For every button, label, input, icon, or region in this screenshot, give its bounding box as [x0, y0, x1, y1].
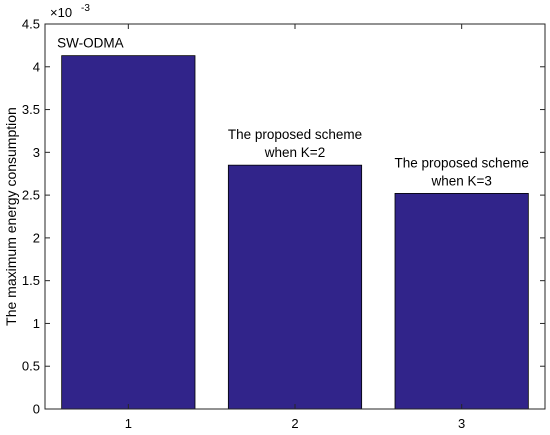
- y-tick-label: 1: [33, 316, 40, 331]
- y-tick-label: 2.5: [22, 188, 40, 203]
- bar-annotations: SW-ODMA The proposed scheme when K=2 The pr…: [57, 36, 529, 189]
- bar-annotation-line: when K=2: [264, 145, 325, 160]
- y-tick-label: 3.5: [22, 102, 40, 117]
- y-tick-label: 2: [33, 230, 40, 245]
- y-tick-label: 3: [33, 145, 40, 160]
- y-exponent-base: ×10: [50, 5, 72, 20]
- y-tick-label: 4.5: [22, 17, 40, 32]
- bar-2: [227, 164, 363, 410]
- y-axis-label: The maximum energy consumption: [3, 107, 19, 326]
- x-tick-label: 2: [291, 416, 298, 431]
- bar-annotation-line: The proposed scheme: [395, 155, 529, 170]
- bar-annotation-line: SW-ODMA: [57, 36, 124, 51]
- x-tick-label: 3: [458, 416, 465, 431]
- y-tick-label: 4: [33, 59, 40, 74]
- bar-1: [61, 55, 196, 410]
- y-tick-label: 1.5: [22, 273, 40, 288]
- y-tick-labels: 0 0.5 1 1.5 2 2.5 3 3.5 4 4.5: [22, 17, 40, 417]
- y-tick-label: 0.5: [22, 359, 40, 374]
- x-tick-label: 1: [125, 416, 132, 431]
- bar-3: [394, 192, 529, 410]
- bar-annotation-line: when K=3: [430, 173, 491, 188]
- axis-ticks: [45, 23, 545, 410]
- y-exponent-power: -3: [81, 3, 90, 14]
- y-exponent: ×10 -3: [50, 3, 90, 20]
- bars: [61, 55, 529, 410]
- y-tick-label: 0: [33, 402, 40, 417]
- x-tick-labels: 1 2 3: [125, 416, 466, 431]
- bar-annotation-line: The proposed scheme: [228, 127, 362, 142]
